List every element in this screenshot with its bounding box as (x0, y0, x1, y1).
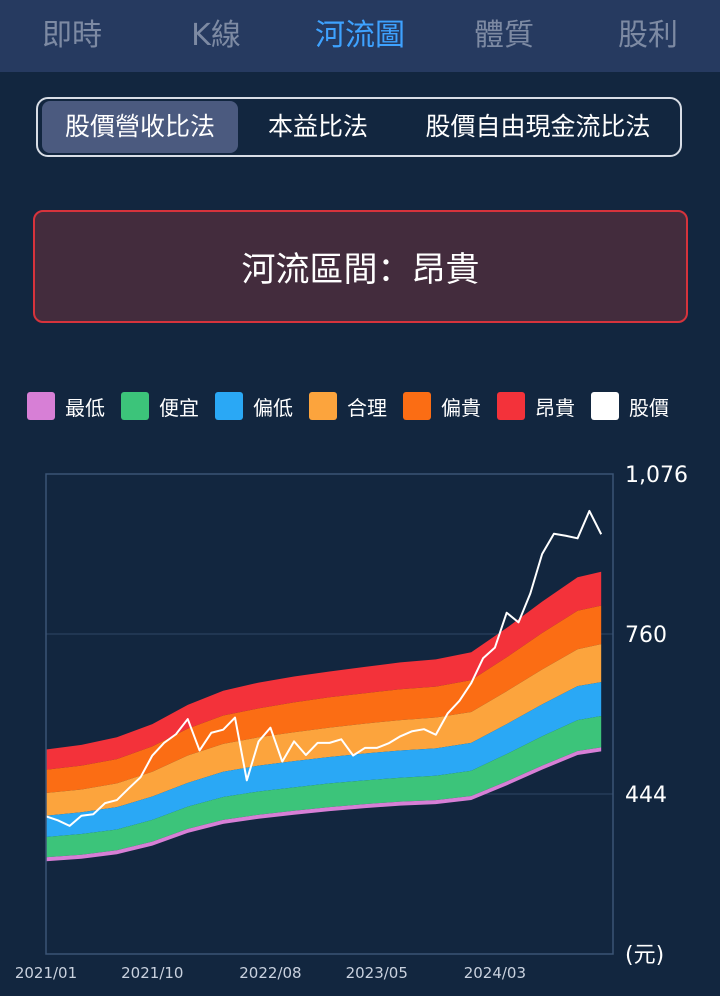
legend-swatch-cheap (121, 392, 149, 420)
y-tick-label: 760 (625, 623, 667, 648)
legend-item-price: 股價 (591, 392, 669, 421)
legend-label-cheap: 便宜 (159, 395, 199, 420)
band-lowest (46, 747, 602, 862)
legend-swatch-below-fair (215, 392, 243, 420)
x-tick-label: 2022/08 (239, 964, 301, 982)
band-fair (46, 644, 602, 816)
chart-legend: 最低 便宜 偏低 合理 偏貴 昂貴 股價 (27, 390, 669, 422)
nav-tab-river-chart[interactable]: 河流圖 (315, 18, 405, 53)
band-above-fair (46, 605, 602, 793)
band-expensive (46, 571, 602, 770)
price-line (45, 509, 603, 827)
legend-item-lowest: 最低 (27, 392, 105, 421)
y-tick-label: 1,076 (625, 463, 688, 488)
plot-frame (45, 473, 614, 955)
legend-label-expensive: 昂貴 (535, 395, 575, 420)
x-tick-label: 2023/05 (346, 964, 408, 982)
method-option-price-fcf[interactable]: 股價自由現金流比法 (425, 112, 651, 141)
legend-label-price: 股價 (629, 395, 669, 420)
x-tick-label: 2021/10 (121, 964, 183, 982)
method-option-price-revenue[interactable]: 股價營收比法 (42, 101, 238, 153)
legend-swatch-expensive (497, 392, 525, 420)
nav-tab-dividend[interactable]: 股利 (618, 18, 678, 53)
y-unit-label: (元) (625, 943, 664, 968)
nav-tab-realtime[interactable]: 即時 (42, 18, 102, 53)
river-chart: 1,076 760 444 (元) 2021/01 2021/10 2022/08 2023/… (15, 463, 688, 982)
legend-item-expensive: 昂貴 (497, 392, 575, 421)
x-tick-label: 2021/01 (15, 964, 77, 982)
legend-label-above-fair: 偏貴 (441, 395, 481, 420)
legend-item-below-fair: 偏低 (215, 392, 293, 421)
method-option-pe[interactable]: 本益比法 (267, 112, 368, 141)
band-below-fair (46, 682, 602, 838)
river-zone-text: 河流區間：昂貴 (241, 250, 480, 290)
legend-swatch-price (591, 392, 619, 420)
y-tick-label: 444 (625, 783, 667, 808)
band-cheap (46, 716, 602, 858)
legend-label-lowest: 最低 (65, 395, 105, 420)
legend-item-above-fair: 偏貴 (403, 392, 481, 421)
legend-label-below-fair: 偏低 (253, 395, 293, 420)
river-zone-banner: 河流區間：昂貴 (33, 210, 688, 323)
legend-label-fair: 合理 (347, 395, 387, 420)
top-nav: 即時 K線 河流圖 體質 股利 (0, 0, 720, 72)
nav-tab-kline[interactable]: K線 (191, 18, 241, 53)
method-selector: 股價營收比法 本益比法 股價自由現金流比法 (36, 97, 682, 157)
legend-swatch-fair (309, 392, 337, 420)
legend-swatch-above-fair (403, 392, 431, 420)
x-tick-label: 2024/03 (464, 964, 526, 982)
nav-tab-fundamentals[interactable]: 體質 (474, 18, 534, 53)
legend-item-fair: 合理 (309, 392, 387, 421)
legend-item-cheap: 便宜 (121, 392, 199, 421)
legend-swatch-lowest (27, 392, 55, 420)
